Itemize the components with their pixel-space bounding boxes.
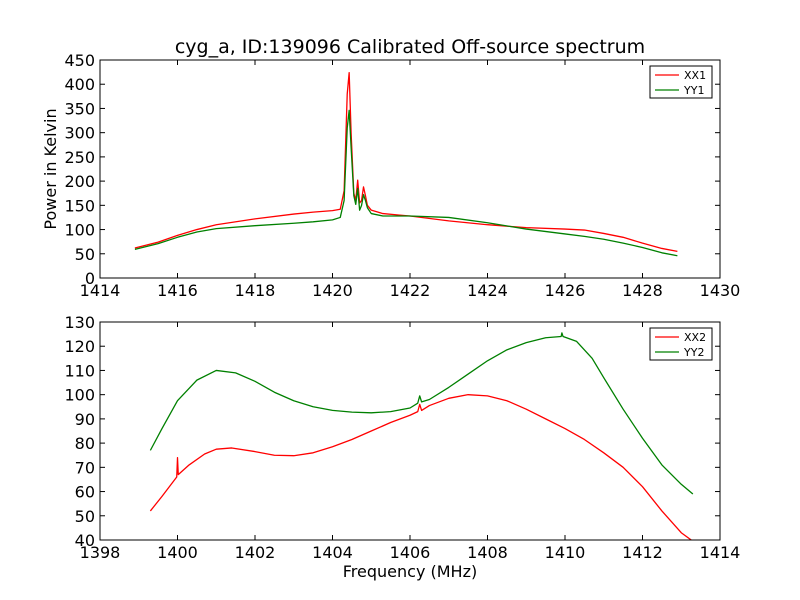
x-tick-label: 1410 [545,543,586,562]
x-tick-label: 1416 [157,281,198,300]
x-tick-label: 1406 [390,543,431,562]
y-tick-label: 50 [75,245,95,264]
y-tick-label: 350 [64,99,95,118]
series-line-xx2 [149,394,693,540]
legend-label-xx2: XX2 [684,331,706,344]
legend-box [649,65,713,99]
x-tick-label: 1414 [700,543,741,562]
y-tick-label: 100 [64,221,95,240]
legend-label-yy2: YY2 [683,346,704,359]
chart-2: 1398 1400 1402 1404 1406 1408 1410 1412 1414 40 50… [64,313,740,581]
y-tick-label: 50 [75,507,95,526]
y-tick-label: 250 [64,148,95,167]
x-tick-label: 1402 [235,543,276,562]
x-tick-label: 1426 [545,281,586,300]
y-tick-label: 110 [64,361,95,380]
y-tick-label: 300 [64,124,95,143]
x-tick-label: 1408 [467,543,508,562]
x-tick-label: 1412 [622,543,663,562]
chart-1: 1414 1416 1418 1420 1422 1424 1426 1428 1430 0 50 1… [41,36,740,300]
y-tick-label: 120 [64,337,95,356]
x-tick-label: 1420 [312,281,353,300]
legend-box [649,327,713,361]
series-line-yy1 [134,109,678,257]
plot-area [100,60,720,278]
plot-area [100,322,720,540]
y-axis-label: Power in Kelvin [41,108,60,229]
x-axis-label: Frequency (MHz) [343,562,477,581]
legend-label-yy1: YY1 [683,84,704,97]
y-tick-label: 40 [75,531,95,550]
y-tick-label: 90 [75,410,95,429]
x-tick-label: 1398 [80,543,121,562]
series-line-xx1 [134,71,678,252]
y-tick-label: 100 [64,386,95,405]
y-tick-label: 80 [75,434,95,453]
chart-title: cyg_a, ID:139096 Calibrated Off-source s… [175,36,645,58]
series-line-yy2 [149,332,694,495]
x-tick-label: 1418 [235,281,276,300]
y-tick-label: 450 [64,51,95,70]
x-tick-label: 1414 [80,281,121,300]
x-tick-label: 1430 [700,281,741,300]
y-tick-label: 130 [64,313,95,332]
y-tick-label: 400 [64,75,95,94]
y-tick-label: 0 [85,269,95,288]
x-tick-label: 1424 [467,281,508,300]
y-tick-label: 60 [75,483,95,502]
x-tick-label: 1400 [157,543,198,562]
x-tick-label: 1428 [622,281,663,300]
y-tick-label: 70 [75,458,95,477]
legend-label-xx1: XX1 [684,69,706,82]
y-tick-label: 150 [64,196,95,215]
x-tick-label: 1404 [312,543,353,562]
y-tick-label: 200 [64,172,95,191]
x-tick-label: 1422 [390,281,431,300]
